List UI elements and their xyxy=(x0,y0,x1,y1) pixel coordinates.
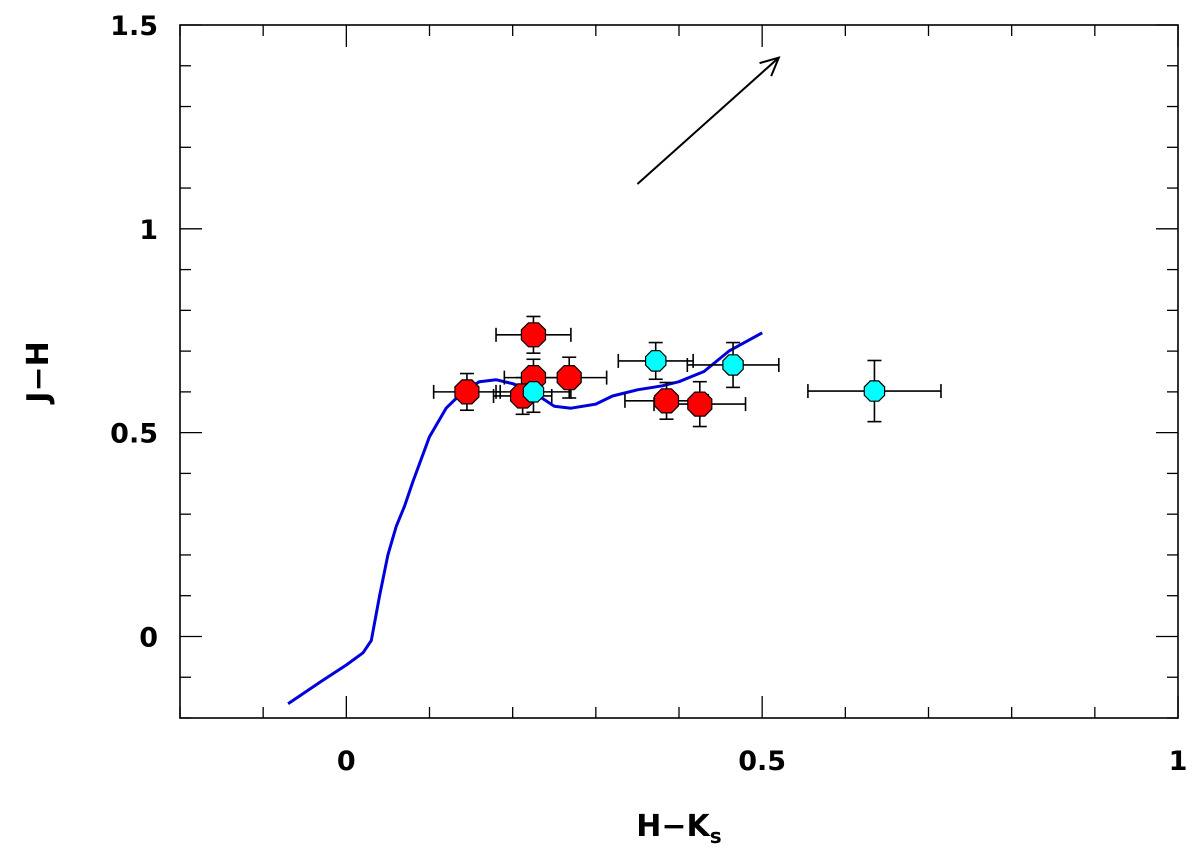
arrow-shaft xyxy=(636,56,780,185)
cyan-data-point xyxy=(722,354,744,376)
red-data-point xyxy=(520,322,547,348)
red-data-point xyxy=(687,391,713,417)
plot-frame xyxy=(179,24,1179,719)
x-tick-label: 0 xyxy=(337,746,356,777)
axis-tick-labels: 0 0.5 1 0 0.5 1 1.5 xyxy=(110,11,1187,777)
x-axis-label-main: H−K xyxy=(636,809,711,844)
axis-ticks xyxy=(179,24,1179,719)
y-tick-label: 0.5 xyxy=(110,419,158,450)
red-data-point xyxy=(556,365,582,391)
locus-curve xyxy=(287,331,763,705)
cyan-data-point xyxy=(863,380,886,402)
errorbar-layer xyxy=(432,315,942,428)
x-tick-label: 0.5 xyxy=(738,746,786,777)
red-data-point xyxy=(653,388,680,414)
x-axis-label-subscript: s xyxy=(710,824,722,848)
cyan-data-point xyxy=(644,350,667,372)
cyan-data-point xyxy=(522,381,545,403)
y-tick-label: 1.5 xyxy=(110,11,158,42)
y-tick-label: 0 xyxy=(139,622,158,653)
x-tick-label: 1 xyxy=(1169,746,1188,777)
marker-layer xyxy=(454,322,886,417)
arrow-head xyxy=(759,56,781,77)
x-axis-label: H−Ks xyxy=(636,809,721,848)
y-axis-label: J−H xyxy=(21,341,56,404)
curve-layer xyxy=(287,331,763,705)
y-tick-label: 1 xyxy=(139,215,158,246)
red-data-point xyxy=(454,379,480,405)
reddening-vector xyxy=(636,56,781,185)
